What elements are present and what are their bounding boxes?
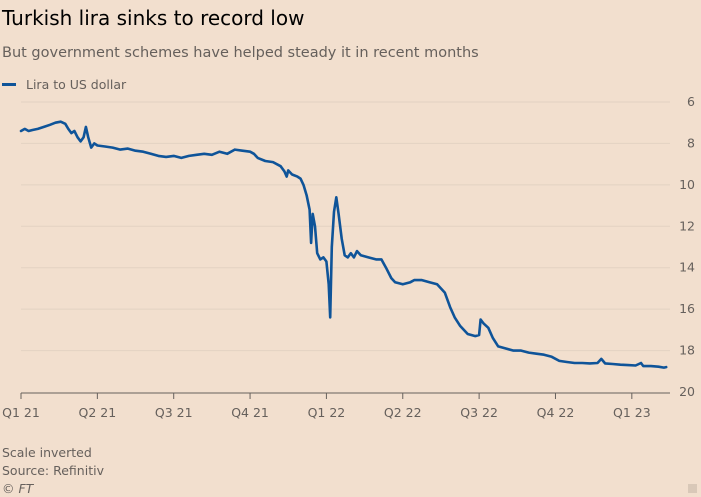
y-tick-label: 16 xyxy=(679,301,695,316)
x-tick-label: Q1 22 xyxy=(308,405,346,420)
y-tick-label: 20 xyxy=(679,384,695,399)
corner-marker xyxy=(688,484,697,493)
line-chart: 6 8 10 12 14 16 18 20 Q1 21 Q2 21 Q3 21 Q4 21 Q1 22… xyxy=(2,94,695,420)
y-tick-label: 8 xyxy=(687,135,695,150)
scale-note: Scale inverted xyxy=(2,445,92,460)
y-tick-label: 12 xyxy=(679,218,695,233)
x-tick-label: Q4 21 xyxy=(231,405,269,420)
y-tick-label: 10 xyxy=(679,177,695,192)
x-tick-label: Q1 21 xyxy=(2,405,40,420)
copyright-note: © FT xyxy=(2,481,34,496)
chart-title: Turkish lira sinks to record low xyxy=(2,6,305,30)
y-tick-label: 14 xyxy=(679,260,695,275)
series-layer xyxy=(19,120,668,369)
x-tick-label: Q3 21 xyxy=(155,405,193,420)
x-tick-label: Q2 22 xyxy=(384,405,422,420)
x-tick-label: Q4 22 xyxy=(537,405,575,420)
x-tick-label: Q2 21 xyxy=(79,405,117,420)
source-note: Source: Refinitiv xyxy=(2,463,104,478)
y-axis-tick-labels: 6 8 10 12 14 16 18 20 xyxy=(679,94,695,399)
x-tick-label: Q1 23 xyxy=(613,405,651,420)
legend-label: Lira to US dollar xyxy=(26,77,127,92)
series-line-lira-to-us-dollar xyxy=(19,120,668,369)
grid-lines xyxy=(21,101,670,352)
y-tick-label: 6 xyxy=(687,94,695,109)
y-tick-label: 18 xyxy=(679,343,695,358)
chart-subtitle: But government schemes have helped stead… xyxy=(2,45,479,61)
legend-swatch xyxy=(2,83,16,86)
x-tick-label: Q3 22 xyxy=(460,405,498,420)
legend: Lira to US dollar xyxy=(2,77,126,92)
x-axis: Q1 21 Q2 21 Q3 21 Q4 21 Q1 22 Q2 22 Q3 22 Q4 22… xyxy=(2,392,670,420)
